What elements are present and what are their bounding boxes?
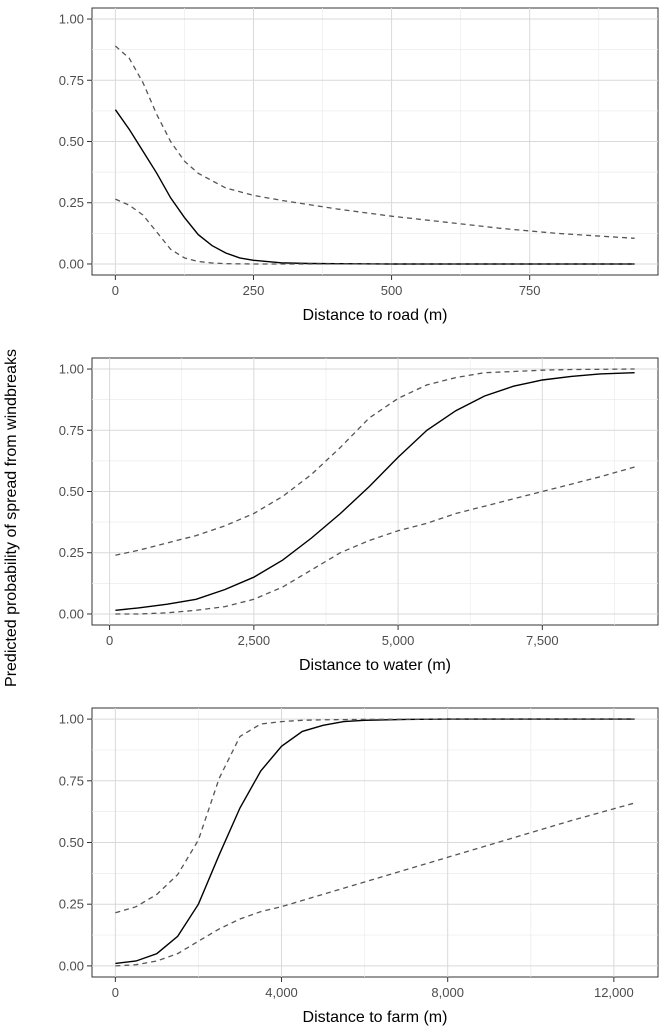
y-tick-label: 0.75 xyxy=(59,423,84,438)
fitted-probability-line xyxy=(115,718,635,965)
y-tick-label: 0.25 xyxy=(59,897,84,912)
x-tick-label: 0 xyxy=(106,633,113,648)
y-axis-title: Predicted probability of spread from win… xyxy=(3,349,20,687)
x-tick-label: 4,000 xyxy=(265,985,298,1000)
x-tick-label: 0 xyxy=(112,283,119,298)
x-tick-label: 750 xyxy=(519,283,541,298)
x-tick-label: 250 xyxy=(243,283,265,298)
y-tick-label: 0.00 xyxy=(59,958,84,973)
panel-2: 0 2,500 5,000 7,500 0.00 0.25 0.50 0.75 1.00 Dist… xyxy=(59,357,659,674)
panel-1: 0 250 500 750 0.00 0.25 0.50 0.75 1.00 Distance t… xyxy=(59,7,659,324)
x-axis-title: Distance to road (m) xyxy=(303,307,448,324)
y-tick-label: 0.50 xyxy=(59,134,84,149)
gridlines xyxy=(92,708,658,977)
panel-3: 0 4,000 8,000 12,000 0.00 0.25 0.50 0.75 1.00 Dis… xyxy=(59,707,659,1026)
gridlines xyxy=(92,358,658,625)
y-tick-label: 0.25 xyxy=(59,195,84,210)
panels: 0 250 500 750 0.00 0.25 0.50 0.75 1.00 Distance t… xyxy=(59,7,659,1026)
gridlines xyxy=(92,8,658,275)
y-tick-label: 0.25 xyxy=(59,545,84,560)
y-tick-label: 0.75 xyxy=(59,773,84,788)
x-tick-label: 8,000 xyxy=(431,985,464,1000)
confidence-lower-line xyxy=(115,198,635,265)
y-tick-label: 0.50 xyxy=(59,484,84,499)
x-axis-title: Distance to farm (m) xyxy=(303,1009,448,1026)
x-tick-label: 2,500 xyxy=(238,633,271,648)
x-tick-label: 500 xyxy=(381,283,403,298)
y-tick-label: 1.00 xyxy=(59,362,84,377)
confidence-upper-line xyxy=(115,368,635,556)
x-tick-label: 7,500 xyxy=(526,633,559,648)
x-axis-title: Distance to water (m) xyxy=(299,657,451,674)
confidence-upper-line xyxy=(115,718,635,914)
y-tick-label: 0.75 xyxy=(59,73,84,88)
fitted-probability-line xyxy=(115,372,635,611)
confidence-upper-line xyxy=(114,45,635,239)
x-tick-label: 0 xyxy=(112,985,119,1000)
y-tick-label: 1.00 xyxy=(59,712,84,727)
confidence-lower-line xyxy=(115,802,635,967)
x-tick-label: 5,000 xyxy=(382,633,415,648)
y-tick-label: 0.00 xyxy=(59,256,84,271)
y-tick-label: 0.00 xyxy=(59,606,84,621)
y-tick-label: 1.00 xyxy=(59,12,84,27)
x-tick-label: 12,000 xyxy=(594,985,634,1000)
y-tick-label: 0.50 xyxy=(59,835,84,850)
